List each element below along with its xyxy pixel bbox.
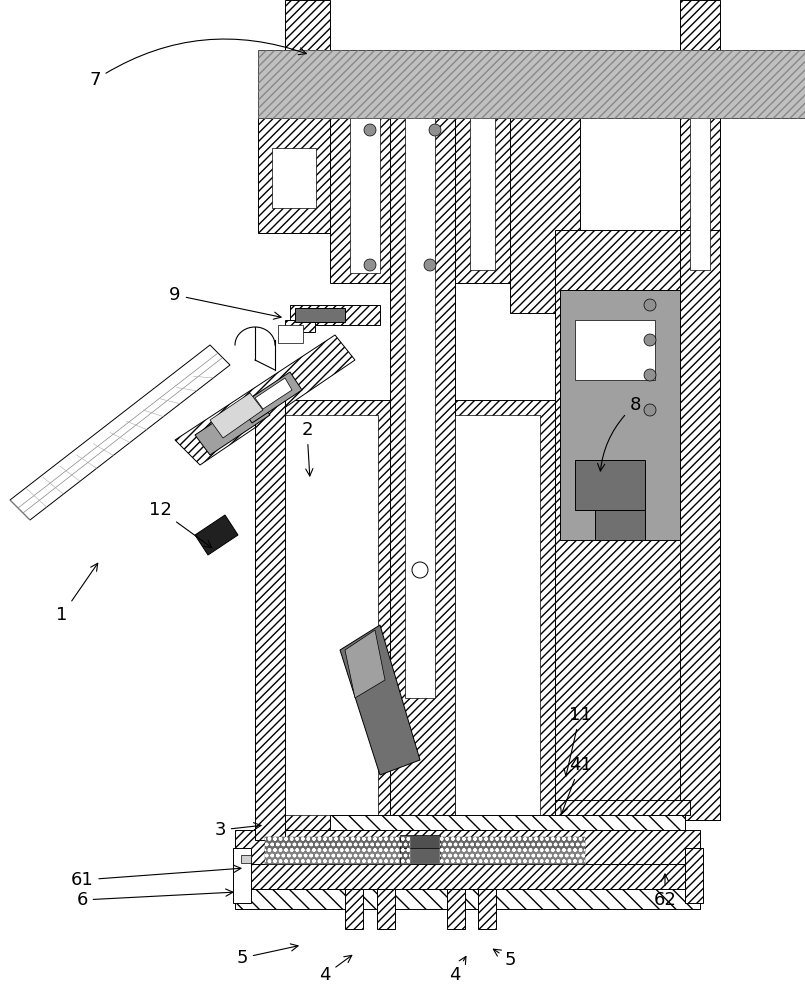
Polygon shape bbox=[175, 335, 355, 465]
Bar bbox=[330, 815, 685, 830]
Bar bbox=[330, 118, 390, 283]
Bar bbox=[268, 415, 378, 815]
Bar bbox=[440, 837, 585, 850]
Text: 9: 9 bbox=[169, 286, 281, 319]
Bar bbox=[510, 118, 580, 313]
Bar bbox=[285, 0, 330, 62]
Bar bbox=[440, 850, 585, 864]
Bar bbox=[440, 837, 585, 850]
Bar bbox=[255, 400, 285, 840]
Polygon shape bbox=[255, 378, 292, 409]
Bar bbox=[478, 889, 496, 929]
Text: 5: 5 bbox=[236, 944, 298, 967]
Bar bbox=[680, 230, 720, 820]
Text: 12: 12 bbox=[149, 501, 212, 548]
Bar bbox=[272, 148, 316, 208]
Bar bbox=[680, 0, 720, 65]
Bar bbox=[258, 50, 805, 118]
Bar bbox=[575, 460, 645, 510]
Circle shape bbox=[429, 124, 441, 136]
Polygon shape bbox=[210, 393, 263, 438]
Circle shape bbox=[644, 404, 656, 416]
Text: 41: 41 bbox=[560, 756, 592, 814]
Text: 6: 6 bbox=[76, 889, 233, 909]
Bar bbox=[235, 864, 700, 889]
Bar bbox=[405, 118, 435, 698]
Bar bbox=[455, 118, 510, 283]
Bar bbox=[278, 325, 303, 343]
Circle shape bbox=[644, 299, 656, 311]
Bar bbox=[285, 320, 315, 332]
Polygon shape bbox=[195, 395, 270, 455]
Bar bbox=[295, 308, 345, 322]
Bar bbox=[555, 230, 720, 820]
Bar bbox=[258, 50, 805, 118]
Text: 62: 62 bbox=[654, 874, 676, 909]
Circle shape bbox=[412, 562, 428, 578]
Circle shape bbox=[644, 334, 656, 346]
Bar bbox=[265, 850, 410, 864]
Polygon shape bbox=[240, 372, 302, 423]
Bar bbox=[255, 400, 390, 840]
Circle shape bbox=[364, 259, 376, 271]
Circle shape bbox=[644, 369, 656, 381]
Polygon shape bbox=[345, 630, 385, 698]
Bar bbox=[575, 320, 655, 380]
Text: 4: 4 bbox=[449, 956, 466, 984]
Bar bbox=[680, 118, 720, 283]
Bar bbox=[440, 850, 585, 864]
Bar bbox=[350, 118, 380, 273]
Circle shape bbox=[364, 124, 376, 136]
Bar bbox=[258, 118, 330, 233]
Bar bbox=[400, 848, 440, 864]
Bar bbox=[390, 118, 455, 818]
Text: 8: 8 bbox=[597, 396, 641, 471]
Text: 2: 2 bbox=[301, 421, 313, 476]
Bar bbox=[685, 848, 703, 903]
Bar bbox=[265, 850, 410, 864]
Text: 4: 4 bbox=[320, 955, 352, 984]
Bar bbox=[470, 118, 495, 270]
Bar bbox=[690, 118, 710, 270]
Polygon shape bbox=[340, 625, 420, 775]
Bar bbox=[447, 889, 465, 929]
Bar bbox=[377, 889, 395, 929]
Polygon shape bbox=[195, 515, 238, 555]
Bar bbox=[290, 305, 380, 325]
Polygon shape bbox=[10, 345, 230, 520]
Bar bbox=[233, 848, 251, 903]
Bar bbox=[265, 837, 410, 850]
Bar bbox=[555, 800, 690, 815]
Bar bbox=[455, 415, 540, 815]
Text: 61: 61 bbox=[71, 865, 241, 889]
Text: 7: 7 bbox=[89, 39, 306, 89]
Bar bbox=[400, 835, 440, 850]
Bar bbox=[265, 837, 410, 850]
Text: 11: 11 bbox=[564, 706, 592, 776]
Bar bbox=[235, 830, 700, 865]
Bar bbox=[595, 510, 645, 540]
Bar bbox=[560, 290, 680, 540]
Bar bbox=[241, 855, 251, 863]
Bar bbox=[345, 889, 363, 929]
Circle shape bbox=[424, 259, 436, 271]
Text: 5: 5 bbox=[493, 949, 516, 969]
Bar bbox=[235, 889, 700, 909]
Text: 3: 3 bbox=[214, 821, 261, 839]
Bar bbox=[455, 400, 555, 840]
Text: 1: 1 bbox=[56, 563, 97, 624]
